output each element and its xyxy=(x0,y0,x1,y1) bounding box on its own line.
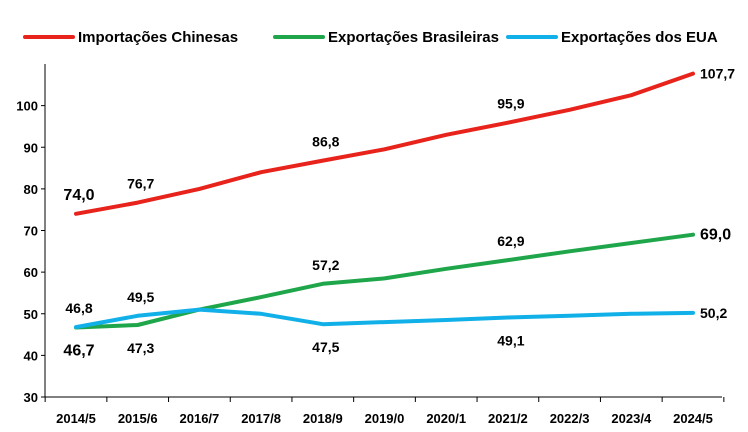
legend-label: Importações Chinesas xyxy=(78,29,238,46)
series-lines xyxy=(74,71,695,330)
x-tick-label: 2015/6 xyxy=(118,411,158,426)
x-tick-label: 2019/0 xyxy=(365,411,405,426)
data-label: 49,1 xyxy=(497,332,524,348)
data-label: 47,5 xyxy=(312,339,339,355)
axes: 30 40 50 60 70 80 90 100 2014/5 2015/6 2016/7 2017/… xyxy=(16,64,725,426)
y-tick-label: 80 xyxy=(24,182,38,197)
x-tick-label: 2020/1 xyxy=(426,411,466,426)
series-line-2 xyxy=(74,232,695,330)
legend-label: Exportações Brasileiras xyxy=(328,29,499,46)
data-label: 95,9 xyxy=(497,96,524,112)
y-tick-label: 60 xyxy=(24,265,38,280)
data-label: 86,8 xyxy=(312,134,339,150)
data-label: 50,2 xyxy=(700,305,727,321)
data-label: 49,5 xyxy=(127,289,154,305)
x-tick-label: 2023/4 xyxy=(611,411,652,426)
y-tick-label: 40 xyxy=(24,348,38,363)
y-tick-label: 50 xyxy=(24,307,38,322)
x-tick-label: 2016/7 xyxy=(180,411,220,426)
x-tick-label: 2021/2 xyxy=(488,411,528,426)
series-line-1 xyxy=(74,71,695,216)
x-tick-label: 2024/5 xyxy=(673,411,713,426)
data-label: 57,2 xyxy=(312,257,339,273)
legend: Importações Chinesas Exportações Brasilei… xyxy=(23,29,718,46)
y-tick-label: 90 xyxy=(24,140,38,155)
data-label: 69,0 xyxy=(700,227,731,244)
data-label: 62,9 xyxy=(497,233,524,249)
y-tick-label: 100 xyxy=(16,99,38,114)
data-labels: 74,0 76,7 86,8 95,9 107,7 46,7 47,3 57,2 62,9 69,… xyxy=(63,66,735,360)
data-label: 76,7 xyxy=(127,176,154,192)
x-tick-label: 2022/3 xyxy=(550,411,590,426)
data-label: 74,0 xyxy=(63,187,94,204)
y-tick-label: 30 xyxy=(24,390,38,405)
data-label: 107,7 xyxy=(700,66,735,82)
x-tick-label: 2018/9 xyxy=(303,411,343,426)
data-label: 46,7 xyxy=(63,342,94,359)
data-label: 46,8 xyxy=(65,300,92,316)
x-tick-label: 2014/5 xyxy=(56,411,96,426)
series-line-3 xyxy=(74,307,695,330)
x-tick-label: 2017/8 xyxy=(241,411,281,426)
data-label: 47,3 xyxy=(127,340,154,356)
y-tick-label: 70 xyxy=(24,224,38,239)
legend-label: Exportações dos EUA xyxy=(561,29,718,46)
